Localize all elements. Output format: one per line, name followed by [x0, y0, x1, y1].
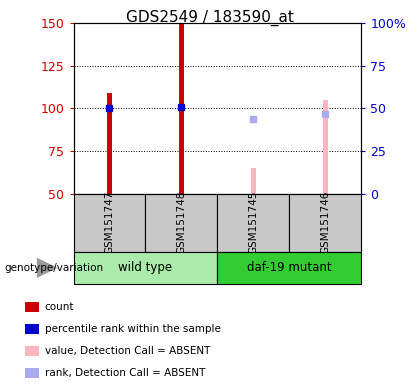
Text: GSM151745: GSM151745	[248, 191, 258, 255]
Text: count: count	[45, 302, 74, 312]
Text: daf-19 mutant: daf-19 mutant	[247, 262, 331, 274]
Text: percentile rank within the sample: percentile rank within the sample	[45, 324, 220, 334]
Text: value, Detection Call = ABSENT: value, Detection Call = ABSENT	[45, 346, 210, 356]
Bar	[24, 324, 39, 334]
Bar	[145, 194, 218, 252]
Text: rank, Detection Call = ABSENT: rank, Detection Call = ABSENT	[45, 368, 205, 378]
Text: wild type: wild type	[118, 262, 173, 274]
Bar	[179, 23, 184, 194]
Bar	[24, 368, 39, 378]
Bar	[289, 194, 361, 252]
Bar	[24, 302, 39, 312]
Text: genotype/variation: genotype/variation	[4, 263, 103, 273]
Bar	[107, 93, 112, 194]
Bar	[74, 252, 218, 284]
Bar	[218, 194, 289, 252]
Text: GSM151748: GSM151748	[176, 191, 186, 255]
Bar	[251, 168, 256, 194]
Text: GSM151747: GSM151747	[105, 191, 115, 255]
Text: GDS2549 / 183590_at: GDS2549 / 183590_at	[126, 10, 294, 26]
Text: GSM151746: GSM151746	[320, 191, 330, 255]
Bar	[218, 252, 361, 284]
Bar	[323, 100, 328, 194]
Bar	[74, 194, 145, 252]
Polygon shape	[37, 258, 58, 278]
Bar	[24, 346, 39, 356]
